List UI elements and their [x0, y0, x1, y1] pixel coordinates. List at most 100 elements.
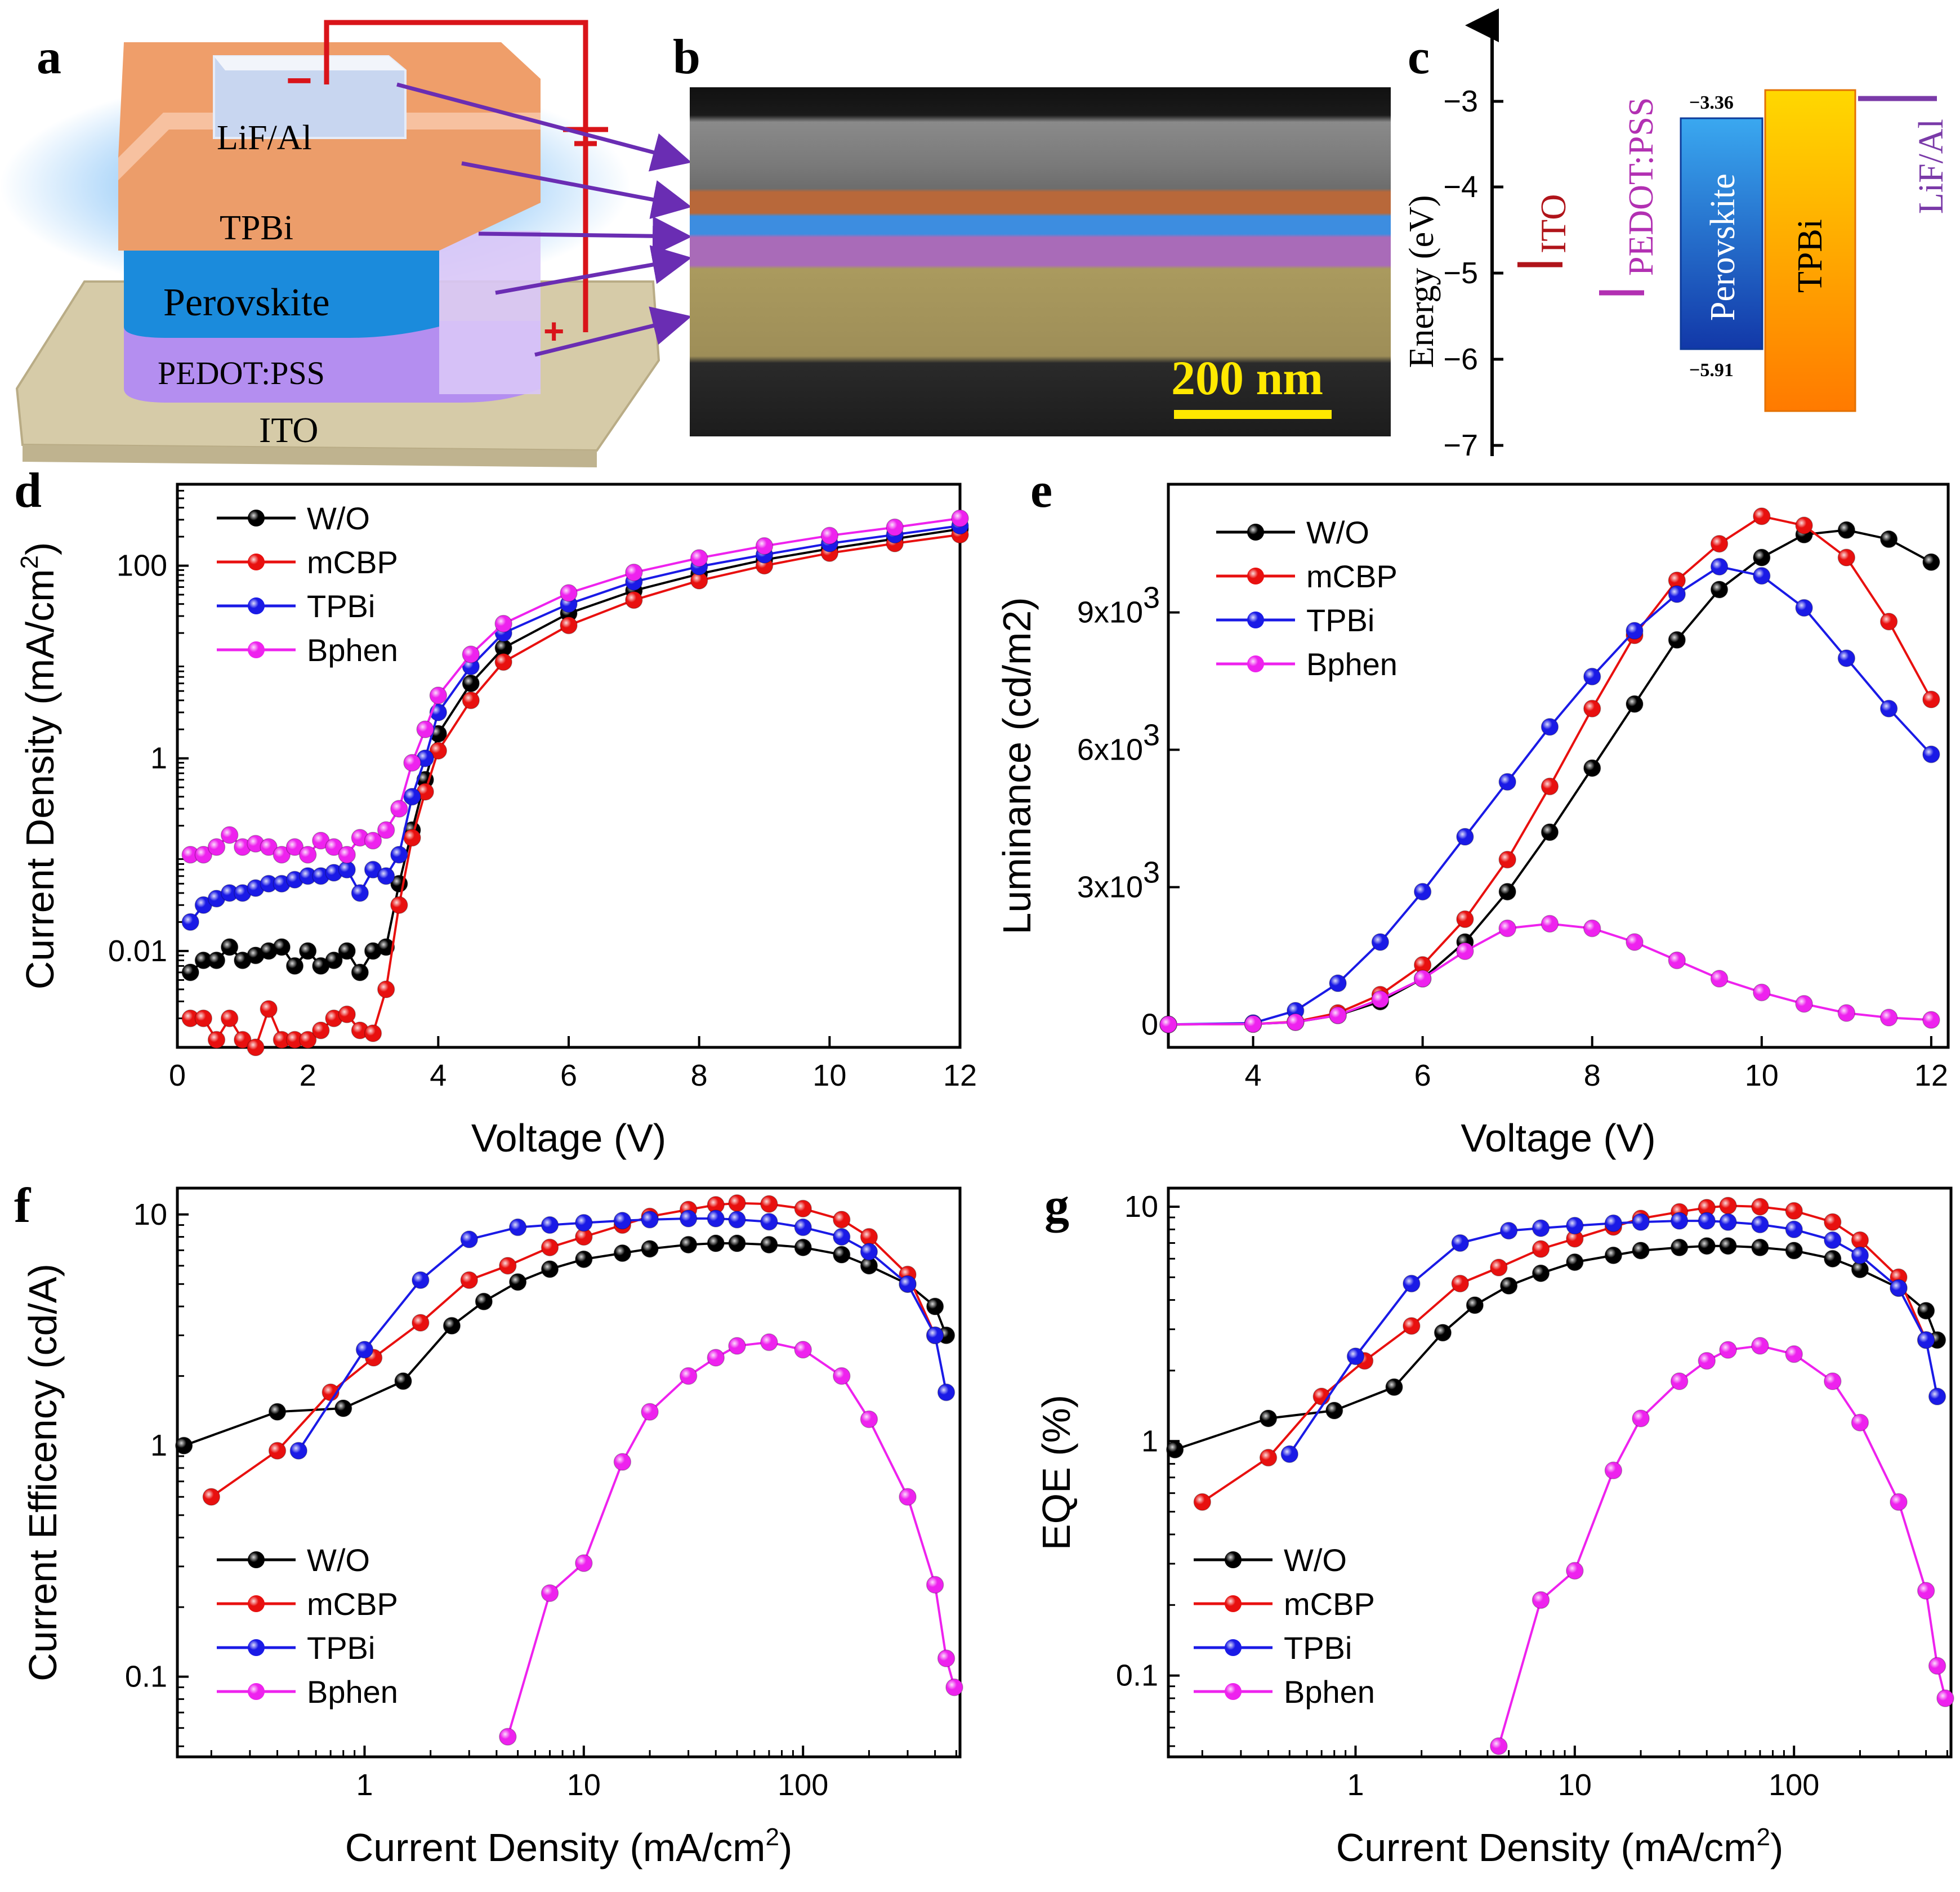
data-point-highlight	[1719, 1237, 1736, 1255]
data-point-highlight	[364, 832, 382, 849]
data-point-highlight	[234, 952, 251, 969]
data-point-highlight	[1824, 1250, 1841, 1268]
data-point-highlight	[899, 1488, 916, 1506]
legend-label: mCBP	[307, 1586, 398, 1622]
data-point-highlight	[1194, 1493, 1211, 1511]
data-point-highlight	[641, 1240, 659, 1257]
legend-marker-highlight	[248, 597, 265, 614]
data-point-highlight	[1532, 1265, 1550, 1282]
legend-label: mCBP	[307, 545, 398, 580]
y-axis-title: EQE (%)	[1034, 1395, 1078, 1550]
data-point-highlight	[443, 1317, 461, 1335]
perovskite-bottom-value: −5.91	[1689, 360, 1734, 381]
data-point-highlight	[1698, 1237, 1716, 1255]
data-point-highlight	[860, 1411, 878, 1428]
legend-marker-highlight	[248, 510, 265, 526]
data-point-highlight	[273, 938, 291, 956]
data-point-highlight	[1566, 1253, 1583, 1271]
data-point-highlight	[1452, 1275, 1469, 1292]
data-point-highlight	[495, 639, 512, 657]
data-point-highlight	[1851, 1414, 1869, 1431]
legend-marker-highlight	[1247, 612, 1264, 628]
pedot-label: PEDOT:PSS	[1622, 97, 1660, 276]
legend-label: TPBi	[1306, 603, 1374, 638]
data-point-highlight	[290, 1442, 307, 1460]
series-line-mcbp	[211, 1202, 936, 1498]
tpbi-label: TPBi	[1791, 219, 1829, 293]
data-point-highlight	[794, 1341, 812, 1358]
data-point-highlight	[1583, 700, 1601, 717]
data-point-highlight	[221, 884, 238, 902]
series-line-bphen	[1168, 922, 1932, 1026]
data-point-highlight	[377, 938, 395, 956]
data-point-highlight	[1671, 1239, 1688, 1256]
panel-label-a: a	[37, 30, 61, 84]
chart-d-current-density-voltage: 0 2 4 6 8 10 12 0.01 1 100 Voltage (V) Current Dens…	[16, 483, 977, 1160]
data-point-highlight	[1917, 1331, 1935, 1349]
data-point-highlight	[269, 1442, 286, 1460]
legend-label: W/O	[307, 501, 370, 536]
layer-pedot-side	[439, 231, 541, 394]
legend-marker-highlight	[1247, 524, 1264, 541]
data-point-highlight	[338, 861, 356, 878]
legend-label: Bphen	[307, 632, 398, 668]
chart-f-current-efficiency: 1 10 100 0.1 1 10 Current Density (mA/cm2) Curr…	[21, 1186, 963, 1869]
layer-tpbi	[118, 113, 541, 251]
data-point-highlight	[247, 880, 264, 897]
data-point-highlight	[334, 1399, 352, 1417]
data-point-highlight	[886, 519, 904, 536]
data-point-highlight	[952, 510, 968, 527]
data-point-highlight	[325, 838, 342, 856]
data-point-highlight	[273, 1031, 291, 1048]
legend-marker-highlight	[248, 1551, 265, 1568]
data-point-highlight	[1632, 1213, 1650, 1231]
series-line-tpbi	[1168, 565, 1932, 1026]
data-point-highlight	[351, 1021, 369, 1039]
data-point-highlight	[364, 1024, 382, 1042]
data-point-highlight	[1880, 1009, 1898, 1027]
layer-label-tpbi: TPBi	[220, 209, 293, 247]
data-point-highlight	[1244, 1015, 1262, 1033]
data-point-highlight	[175, 1437, 193, 1454]
data-point-highlight	[1751, 1239, 1769, 1256]
plot-frame	[1167, 1186, 1953, 1759]
series-line-wo	[184, 1242, 948, 1447]
data-point-highlight	[794, 1200, 812, 1217]
data-point-highlight	[1329, 975, 1347, 992]
y-tick-label: 1	[1141, 1424, 1158, 1458]
y-tick-label: 9x10	[1077, 596, 1143, 630]
data-point-highlight	[299, 1031, 316, 1048]
data-point-highlight	[1632, 1242, 1650, 1259]
x-tick-label: 6	[1414, 1059, 1431, 1092]
data-point-highlight	[707, 1210, 725, 1228]
legend-marker-highlight	[1225, 1639, 1242, 1656]
data-point-highlight	[1719, 1213, 1736, 1231]
perovskite-box	[1680, 117, 1763, 350]
arrow-lifal	[396, 82, 692, 172]
layer-pedot	[124, 321, 541, 403]
data-point-highlight	[417, 783, 434, 801]
data-point-highlight	[614, 1212, 631, 1229]
series-line-mcbp	[1202, 1204, 1927, 1503]
layer-ito-edge	[23, 445, 597, 467]
data-point-highlight	[208, 1031, 225, 1048]
panel-label-e: e	[1030, 463, 1052, 518]
data-point-highlight	[312, 832, 329, 849]
data-point-highlight	[1566, 1217, 1583, 1234]
energy-level-diagram: c −3 −4 −5 −6 −7 Energy (eV) ITO PEDOT:P…	[1403, 8, 1950, 462]
data-point-highlight	[625, 591, 642, 609]
x-tick-label: 10	[812, 1059, 846, 1092]
x-tick-label: 0	[169, 1059, 186, 1092]
data-point-highlight	[1626, 622, 1643, 640]
data-point-highlight	[541, 1585, 559, 1602]
data-point-highlight	[1500, 1222, 1517, 1239]
data-point-highlight	[1719, 1197, 1736, 1215]
data-point-highlight	[1711, 535, 1728, 552]
data-point-highlight	[680, 1210, 697, 1228]
legend-marker-highlight	[1225, 1595, 1242, 1612]
layer-arrows	[396, 82, 692, 357]
data-point-highlight	[1372, 934, 1389, 951]
data-point-highlight	[1838, 521, 1855, 539]
data-point-highlight	[195, 1010, 212, 1027]
